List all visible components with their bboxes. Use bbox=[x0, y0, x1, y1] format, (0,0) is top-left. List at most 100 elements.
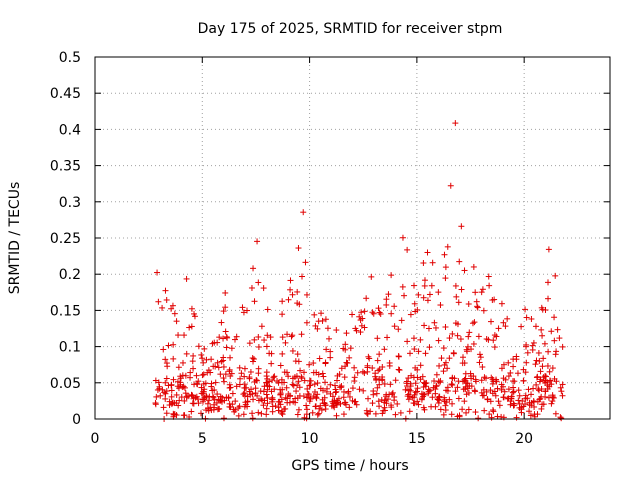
data-point bbox=[376, 351, 383, 358]
data-point bbox=[203, 356, 210, 363]
data-point bbox=[518, 404, 525, 411]
data-point bbox=[467, 373, 474, 380]
data-point bbox=[541, 340, 548, 347]
x-tick-label: 10 bbox=[301, 431, 319, 447]
data-point bbox=[168, 305, 175, 312]
data-point bbox=[289, 381, 296, 388]
data-point bbox=[255, 397, 262, 404]
data-point bbox=[515, 397, 522, 404]
data-point bbox=[316, 355, 323, 362]
data-point bbox=[523, 341, 530, 348]
data-point bbox=[442, 402, 449, 409]
data-point bbox=[403, 378, 410, 385]
data-point bbox=[407, 311, 414, 318]
data-point bbox=[440, 368, 447, 375]
data-point bbox=[311, 381, 318, 388]
data-point bbox=[322, 316, 329, 323]
data-point bbox=[388, 310, 395, 317]
data-point bbox=[340, 345, 347, 352]
data-point bbox=[395, 366, 402, 373]
data-point bbox=[473, 378, 480, 385]
data-point bbox=[212, 363, 219, 370]
data-point bbox=[374, 357, 381, 364]
data-point bbox=[385, 291, 392, 298]
data-point bbox=[410, 400, 417, 407]
y-tick-label: 0 bbox=[72, 412, 81, 428]
data-point bbox=[163, 388, 170, 395]
data-point bbox=[309, 409, 316, 416]
data-point bbox=[444, 243, 451, 250]
data-point bbox=[452, 120, 459, 127]
y-tick-label: 0.3 bbox=[59, 195, 81, 211]
data-point bbox=[454, 321, 461, 328]
data-point bbox=[500, 361, 507, 368]
data-point bbox=[435, 289, 442, 296]
data-point bbox=[329, 393, 336, 400]
data-point bbox=[429, 259, 436, 266]
data-point bbox=[241, 384, 248, 391]
data-point bbox=[165, 382, 172, 389]
data-point bbox=[251, 336, 258, 343]
data-point bbox=[332, 386, 339, 393]
data-point bbox=[320, 373, 327, 380]
data-point bbox=[510, 378, 517, 385]
data-point bbox=[493, 333, 500, 340]
x-tick-label: 20 bbox=[515, 431, 533, 447]
data-point bbox=[343, 330, 350, 337]
data-point bbox=[346, 393, 353, 400]
data-point bbox=[488, 414, 495, 421]
data-point bbox=[252, 385, 259, 392]
data-point bbox=[288, 333, 295, 340]
data-points-layer bbox=[152, 120, 566, 422]
data-point bbox=[372, 410, 379, 417]
data-point bbox=[458, 286, 465, 293]
data-point bbox=[360, 387, 367, 394]
data-point bbox=[469, 320, 476, 327]
data-point bbox=[209, 393, 216, 400]
data-point bbox=[542, 377, 549, 384]
data-point bbox=[170, 376, 177, 383]
data-point bbox=[294, 300, 301, 307]
data-point bbox=[233, 383, 240, 390]
data-point bbox=[559, 392, 566, 399]
data-point bbox=[300, 369, 307, 376]
data-point bbox=[533, 374, 540, 381]
data-point bbox=[542, 388, 549, 395]
data-point bbox=[184, 393, 191, 400]
data-point bbox=[412, 389, 419, 396]
data-point bbox=[163, 410, 170, 417]
data-point bbox=[470, 263, 477, 270]
data-point bbox=[300, 209, 307, 216]
data-point bbox=[222, 371, 229, 378]
data-point bbox=[200, 359, 207, 366]
data-point bbox=[535, 349, 542, 356]
data-point bbox=[465, 301, 472, 308]
data-point bbox=[290, 382, 297, 389]
data-point bbox=[214, 359, 221, 366]
data-point bbox=[258, 410, 265, 417]
data-point bbox=[404, 393, 411, 400]
data-point bbox=[168, 393, 175, 400]
data-point bbox=[250, 358, 257, 365]
data-point bbox=[171, 310, 178, 317]
data-point bbox=[522, 392, 529, 399]
data-point bbox=[264, 306, 271, 313]
data-point bbox=[327, 348, 334, 355]
data-point bbox=[319, 387, 326, 394]
data-point bbox=[537, 368, 544, 375]
data-point bbox=[535, 385, 542, 392]
y-axis-title: SRMTID / TECUs bbox=[7, 182, 23, 295]
data-point bbox=[498, 300, 505, 307]
data-point bbox=[202, 380, 209, 387]
data-point bbox=[189, 392, 196, 399]
data-point bbox=[229, 401, 236, 408]
data-point bbox=[162, 395, 169, 402]
data-point bbox=[488, 374, 495, 381]
data-point bbox=[283, 384, 290, 391]
data-point bbox=[452, 282, 459, 289]
data-point bbox=[412, 380, 419, 387]
data-point bbox=[545, 279, 552, 286]
data-point bbox=[461, 360, 468, 367]
data-point bbox=[545, 394, 552, 401]
